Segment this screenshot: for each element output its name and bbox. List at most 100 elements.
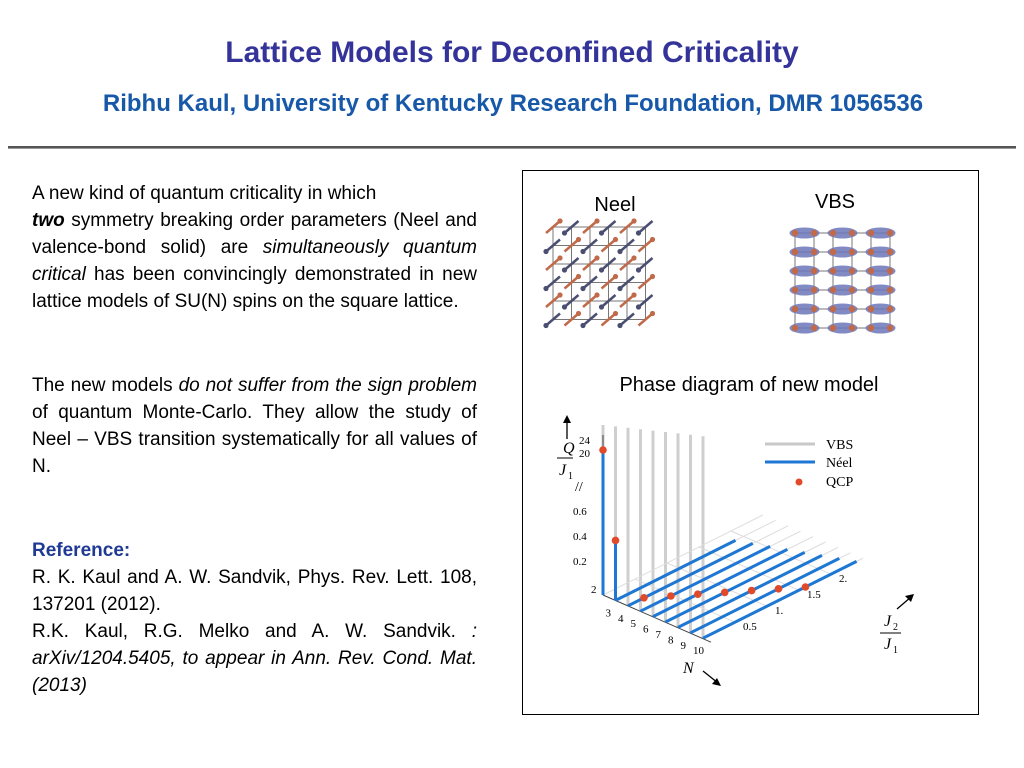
spin-arrow <box>600 275 617 290</box>
valence-bond <box>827 322 858 334</box>
spin-arrow <box>563 238 580 253</box>
spin-arrow <box>637 220 654 234</box>
intro-two: two <box>32 210 65 231</box>
j2-axis-num: J <box>884 613 892 630</box>
models-rest: of quantum Monte-Carlo. They allow the s… <box>32 402 477 477</box>
valence-bond <box>789 227 820 239</box>
valence-bond <box>827 284 858 296</box>
spin-arrow <box>545 275 561 290</box>
legend-qcp: QCP <box>826 475 853 490</box>
neel-line <box>652 548 789 618</box>
legend-vbs: VBS <box>826 438 853 453</box>
valence-bond <box>827 303 858 315</box>
spin-arrow <box>619 257 635 271</box>
spin-arrow <box>563 257 580 271</box>
j-tick: 1. <box>775 605 784 617</box>
spin-arrow <box>619 238 635 253</box>
phase-diagram-title: Phase diagram of new model <box>619 374 878 396</box>
spin-arrow <box>563 220 580 234</box>
q-axis-den: J <box>559 462 567 479</box>
qcp-point <box>611 536 620 545</box>
header-divider <box>8 146 1016 149</box>
neel-line <box>702 560 858 640</box>
spin-arrow <box>582 294 598 308</box>
spin-arrow <box>582 275 598 290</box>
j2-axis-den: J <box>884 636 892 653</box>
n-tick: 10 <box>693 645 705 657</box>
figure-panel: Neel VBS Phase diagram of new model 24 20… <box>522 170 979 715</box>
q-tick: 0.4 <box>573 531 587 543</box>
neel-lattice-image <box>543 218 656 329</box>
qcp-point <box>774 585 783 593</box>
qcp-point <box>667 592 675 600</box>
n-tick: 9 <box>681 640 687 652</box>
paragraph-models: The new models do not suffer from the si… <box>32 372 477 480</box>
valence-bond <box>789 265 820 277</box>
legend: VBS Néel QCP <box>765 438 853 490</box>
qcp-point <box>694 590 702 598</box>
spin-arrow <box>545 220 561 234</box>
q-tick: 0.6 <box>573 506 587 518</box>
page-title: Lattice Models for Deconfined Criticalit… <box>225 36 799 69</box>
valence-bond <box>865 246 896 258</box>
spin-arrow <box>637 257 654 271</box>
models-start: The new models <box>32 375 179 396</box>
vbs-label: VBS <box>815 191 855 213</box>
qcp-point <box>747 586 756 595</box>
valence-bond <box>827 227 858 239</box>
neel-line <box>627 542 754 608</box>
paragraph-reference: Reference: R. K. Kaul and A. W. Sandvik,… <box>32 537 477 699</box>
vbs-lattice-image <box>789 227 896 334</box>
j-tick: 2. <box>839 573 848 585</box>
qcp-point <box>599 446 607 454</box>
valence-bond <box>865 303 896 315</box>
valence-bond <box>789 284 820 296</box>
valence-bond <box>865 284 896 296</box>
neel-line <box>614 539 737 602</box>
valence-bond <box>865 265 896 277</box>
reference-1: R. K. Kaul and A. W. Sandvik, Phys. Rev.… <box>32 567 477 615</box>
neel-line <box>689 557 840 635</box>
n-tick: 6 <box>643 624 649 636</box>
spin-arrow <box>637 238 654 253</box>
svg-text:1: 1 <box>893 645 898 656</box>
axis-break: // <box>575 480 583 495</box>
spin-arrow <box>545 257 561 271</box>
valence-bond <box>789 322 820 334</box>
qcp-point <box>801 583 810 591</box>
page-subtitle: Ribhu Kaul, University of Kentucky Resea… <box>102 90 924 117</box>
svg-text:2: 2 <box>893 622 898 633</box>
n-tick: 7 <box>656 629 662 641</box>
spin-arrow <box>545 294 561 308</box>
spin-arrow <box>563 294 580 308</box>
qcp-point <box>640 594 648 602</box>
q-tick: 24 <box>579 435 591 447</box>
n-tick: 2 <box>591 584 597 596</box>
n-tick: 4 <box>618 613 624 625</box>
n-tick: 3 <box>606 607 612 619</box>
spin-arrow <box>563 275 580 290</box>
neel-label: Neel <box>594 194 635 216</box>
intro-rest2: has been convincingly demonstrated in ne… <box>32 264 477 312</box>
spin-arrow <box>600 312 617 327</box>
neel-line <box>639 545 771 613</box>
valence-bond <box>789 246 820 258</box>
n-tick: 5 <box>631 618 637 630</box>
j-tick: 1.5 <box>807 589 821 601</box>
q-axis-num: Q <box>563 440 575 457</box>
intro-line1: A new kind of quantum criticality in whi… <box>32 183 377 204</box>
spin-arrow <box>545 312 561 327</box>
spin-arrow <box>637 294 654 308</box>
valence-bond <box>865 227 896 239</box>
valence-bond <box>789 303 820 315</box>
spin-arrow <box>619 220 635 234</box>
reference-2-emph: : arXiv/1204.5405, to appear in Ann. Rev… <box>32 621 477 696</box>
spin-arrow <box>619 294 635 308</box>
qcp-point <box>720 588 729 597</box>
n-axis-label: N <box>682 660 695 677</box>
spin-arrow <box>619 312 635 327</box>
intro-simultaneous: simultaneously quantum critical <box>32 237 477 285</box>
spin-arrow <box>563 312 580 327</box>
svg-text:1: 1 <box>568 471 573 482</box>
